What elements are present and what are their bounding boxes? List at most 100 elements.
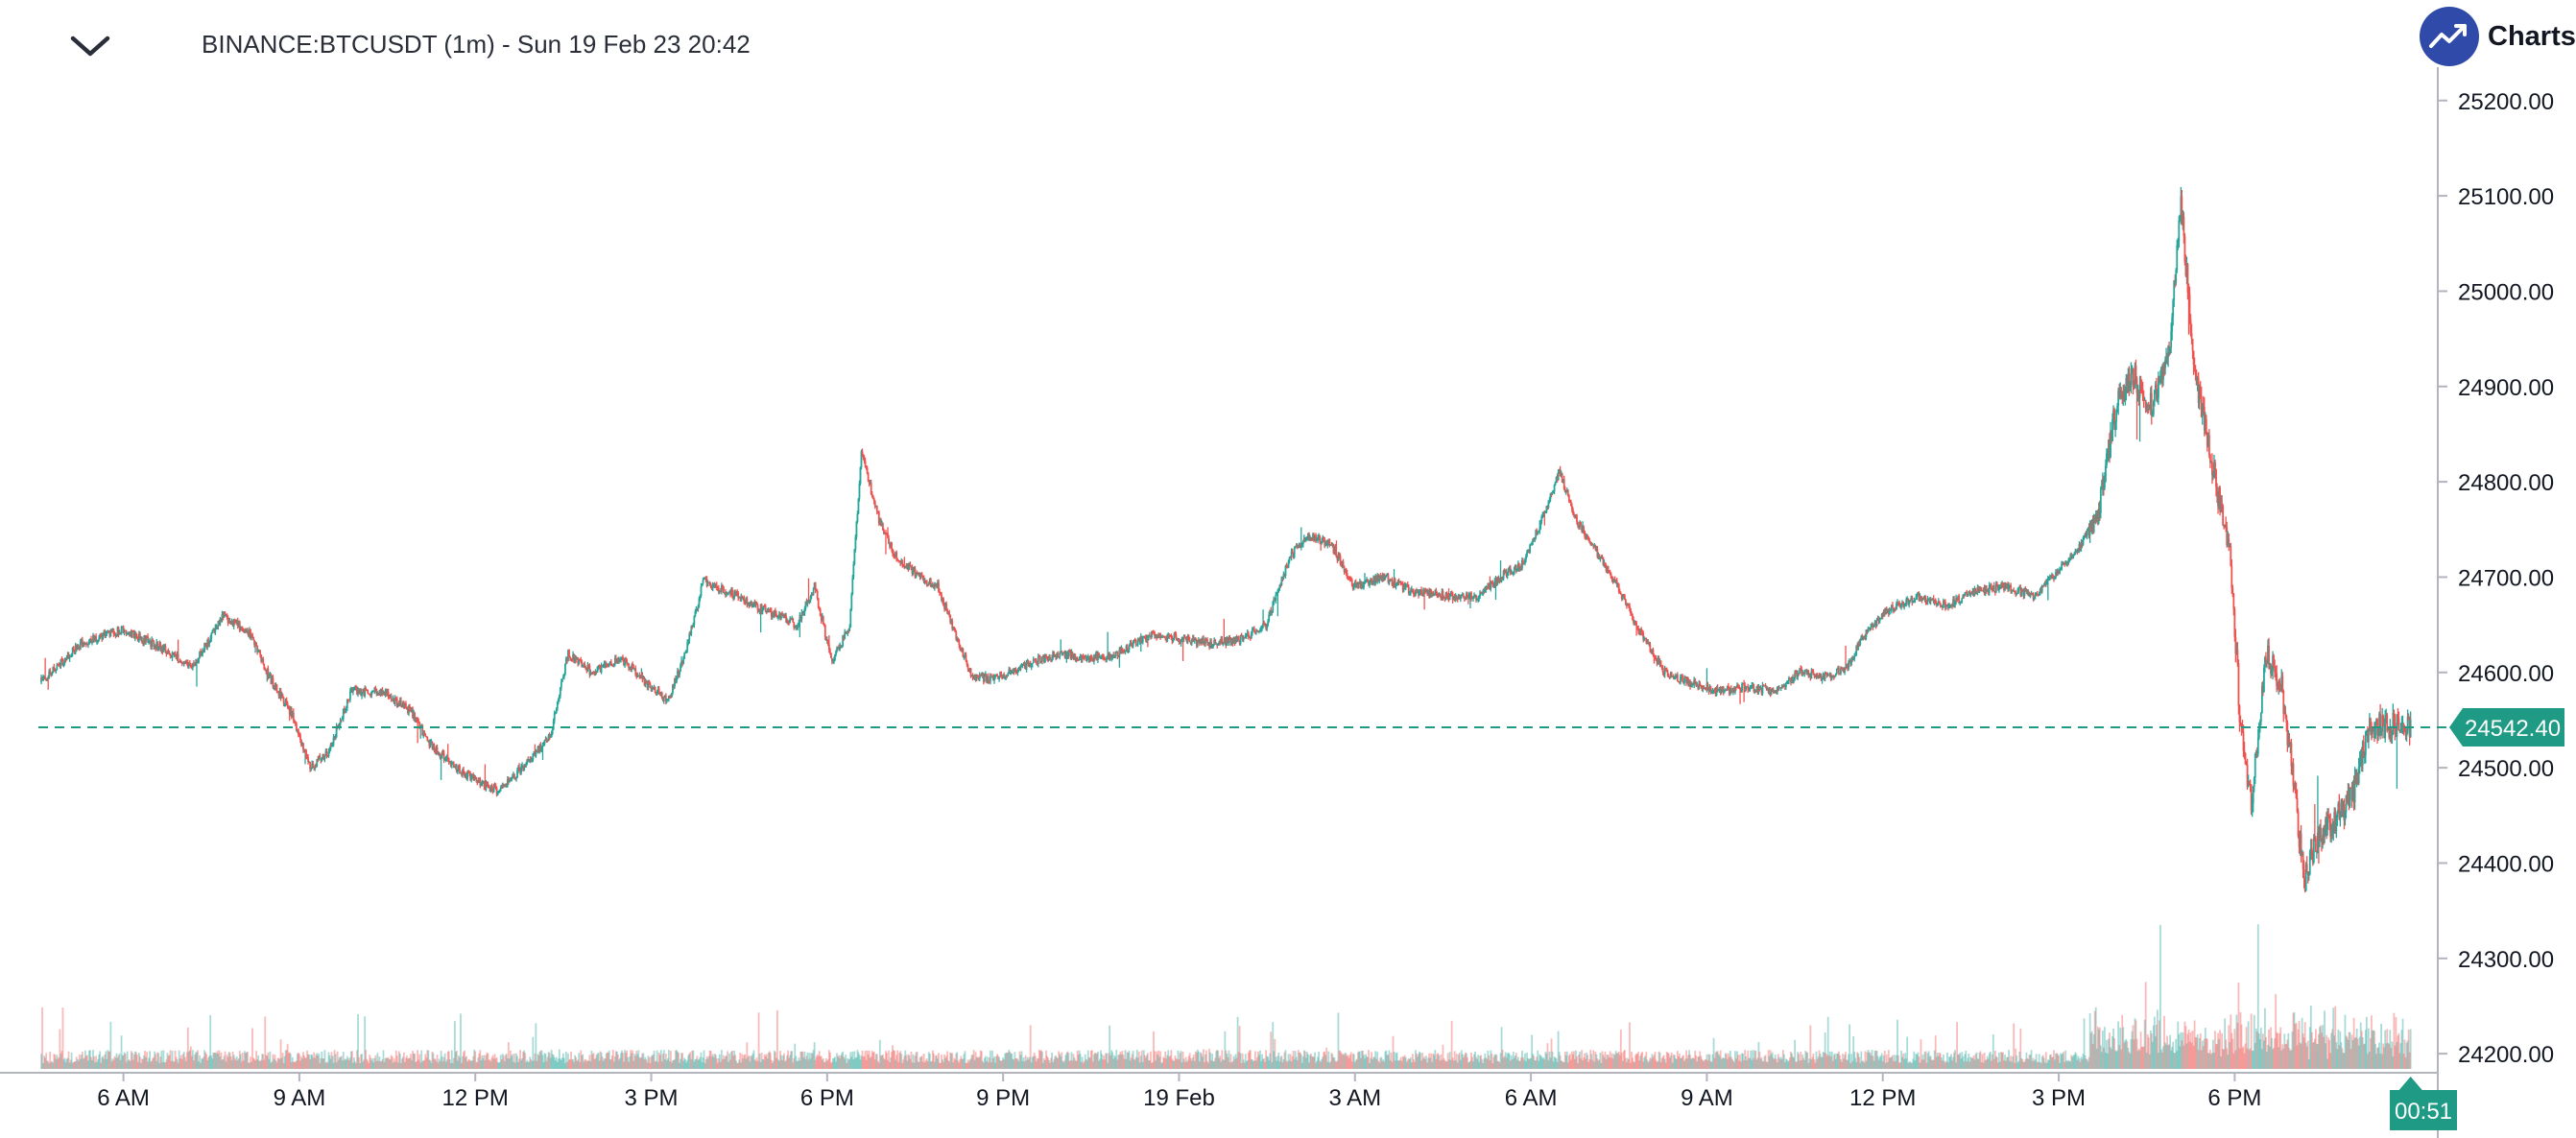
candle-body	[1271, 611, 1274, 613]
candle-body	[58, 665, 60, 667]
volume-bar	[1357, 1051, 1360, 1069]
volume-bar	[1451, 1057, 1454, 1069]
volume-bar	[1274, 1038, 1276, 1069]
volume-bar	[2117, 1021, 2120, 1069]
candle-body	[1159, 633, 1162, 638]
volume-bar	[1109, 1055, 1112, 1069]
volume-bar	[1596, 1058, 1599, 1069]
volume-bar	[1232, 1055, 1235, 1069]
volume-bar	[1836, 1053, 1839, 1069]
candle-body	[339, 719, 342, 725]
volume-bar	[128, 1059, 131, 1069]
volume-bar	[762, 1059, 765, 1069]
volume-bar	[891, 1052, 893, 1069]
volume-bar	[525, 1061, 528, 1069]
candle-body	[1264, 624, 1266, 627]
volume-bar	[739, 1053, 742, 1069]
candle-body	[1105, 659, 1107, 661]
volume-bar	[1890, 1056, 1893, 1069]
candle-body	[1245, 635, 1248, 637]
candle-body	[341, 719, 344, 721]
volume-bar	[724, 1058, 726, 1069]
volume-bar	[1553, 1056, 1556, 1069]
candle-body	[529, 759, 532, 762]
candle-body	[987, 676, 990, 681]
volume-bar	[1512, 1052, 1515, 1069]
volume-bar	[311, 1054, 314, 1069]
volume-bar	[1775, 1058, 1777, 1069]
volume-bar	[938, 1053, 940, 1069]
candle-body	[1231, 638, 1234, 644]
volume-bar	[612, 1061, 615, 1069]
volume-bar	[1597, 1060, 1600, 1069]
candle-body	[289, 708, 292, 715]
volume-bar	[1786, 1059, 1788, 1069]
volume-bar	[789, 1055, 792, 1069]
volume-bar	[224, 1051, 227, 1069]
candle-body	[933, 584, 936, 588]
volume-bar	[2012, 1056, 2015, 1069]
volume-bar	[1317, 1056, 1319, 1069]
volume-bar	[1785, 1058, 1787, 1069]
candle-body	[930, 583, 933, 587]
volume-bar	[1668, 1057, 1671, 1069]
candle-body	[515, 777, 517, 779]
volume-bar	[699, 1056, 702, 1069]
candle-body	[513, 774, 514, 777]
volume-bar	[1007, 1052, 1010, 1069]
candle-body	[212, 628, 215, 631]
candle-body	[40, 676, 42, 682]
volume-bar	[1759, 1058, 1762, 1069]
volume-bar	[1827, 1055, 1830, 1069]
volume-bar	[1277, 1052, 1280, 1069]
candle-body	[710, 587, 713, 589]
candle-body	[202, 650, 203, 654]
volume-bar	[2159, 924, 2161, 1069]
volume-bar	[152, 1058, 155, 1069]
volume-bar	[465, 1055, 467, 1069]
volume-bar	[47, 1060, 50, 1069]
volume-bar	[227, 1056, 229, 1069]
candle-body	[751, 602, 753, 606]
volume-bar	[1592, 1050, 1595, 1069]
volume-bar	[1497, 1060, 1500, 1069]
candle-body	[639, 676, 642, 678]
volume-bar	[522, 1052, 525, 1069]
volume-bar	[496, 1061, 499, 1069]
volume-bar	[1536, 1056, 1538, 1069]
volume-bar	[446, 1051, 449, 1069]
volume-bar	[2133, 1039, 2135, 1069]
candle-body	[565, 658, 567, 664]
volume-bar	[578, 1053, 581, 1069]
candle-body	[540, 747, 543, 750]
volume-bar	[222, 1058, 225, 1069]
volume-bar	[438, 1058, 441, 1069]
candle-body	[590, 672, 593, 674]
candle-body	[1155, 634, 1157, 636]
volume-bar	[1404, 1057, 1407, 1069]
volume-bar	[489, 1061, 492, 1069]
candle-body	[75, 646, 78, 651]
candle-body	[1033, 658, 1036, 660]
volume-bar	[2102, 1047, 2105, 1069]
volume-bar	[721, 1058, 724, 1069]
volume-bar	[2002, 1052, 2004, 1069]
candle-body	[985, 674, 988, 682]
volume-bar	[49, 1052, 52, 1069]
volume-bar	[2112, 1028, 2114, 1069]
volume-bar	[1224, 1031, 1227, 1069]
volume-bar	[980, 1051, 983, 1069]
volume-bar	[177, 1062, 179, 1069]
volume-bar	[1276, 1060, 1278, 1069]
candle-body	[117, 627, 120, 635]
candle-body	[750, 602, 752, 605]
volume-bar	[882, 1055, 884, 1069]
volume-bar	[983, 1057, 986, 1069]
volume-bar	[2328, 1040, 2331, 1069]
candle-body	[1162, 636, 1165, 638]
candle-body	[1121, 648, 1124, 652]
candle-body	[1203, 638, 1205, 644]
volume-bar	[2001, 1052, 2003, 1069]
candle-body	[1145, 635, 1148, 641]
